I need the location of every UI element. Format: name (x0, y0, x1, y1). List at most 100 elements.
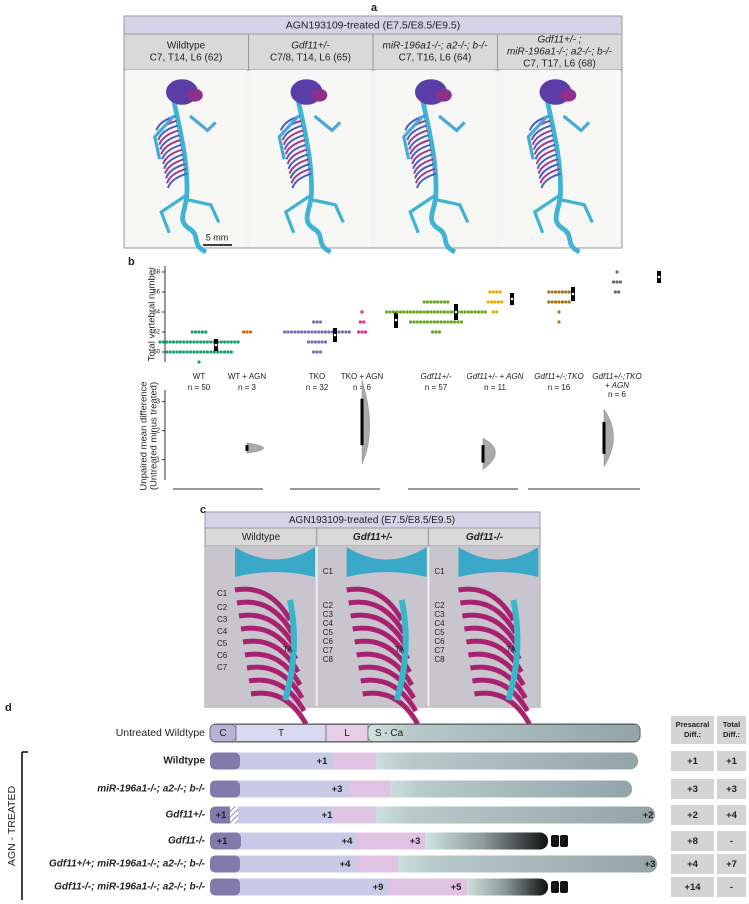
rib (281, 124, 303, 141)
spine (545, 101, 581, 255)
data-point (439, 310, 443, 314)
vertebra-label: C3 (323, 610, 334, 619)
region-c (232, 878, 236, 896)
data-point (498, 290, 502, 294)
data-point (199, 350, 203, 354)
data-point (300, 330, 304, 334)
vertebra-label: C1 (434, 567, 445, 576)
row-label: Wildtype (163, 756, 205, 767)
hindlimb (188, 198, 221, 224)
data-point (496, 300, 500, 304)
vertebra-label: C4 (434, 619, 445, 628)
data-point (197, 360, 201, 364)
y-axis-label: Unpaired mean difference (139, 381, 150, 490)
bootstrap-distribution (603, 408, 614, 468)
data-point (312, 320, 316, 324)
rib (413, 158, 434, 174)
data-point (245, 330, 249, 334)
data-point (209, 340, 213, 344)
region-l (350, 780, 390, 798)
table-header (671, 716, 714, 744)
rib (287, 153, 309, 170)
group-label: + AGN (605, 381, 629, 390)
untreated-label: Untreated Wildtype (116, 727, 205, 739)
skull-base (346, 547, 427, 577)
data-point (415, 310, 419, 314)
ta-label: TA (506, 645, 516, 654)
rib (473, 690, 532, 726)
presacral-diff: +8 (687, 836, 698, 847)
data-point (560, 300, 565, 304)
y-tick-label: 64 (153, 310, 160, 316)
data-point (419, 320, 423, 324)
rib (356, 651, 414, 687)
mean-point (394, 318, 398, 322)
data-point (446, 320, 450, 324)
rib (531, 129, 553, 146)
unknown-label: ?? (552, 882, 568, 892)
forelimb (562, 114, 591, 133)
data-point (490, 300, 494, 304)
rib (469, 664, 528, 700)
region-label: S - Ca (375, 728, 404, 739)
data-point (486, 300, 490, 304)
group-n: n = 50 (188, 383, 211, 392)
rib (412, 153, 433, 170)
rib (291, 172, 312, 189)
segment-label: +1 (322, 810, 334, 821)
column-header (497, 33, 623, 71)
data-point (567, 290, 571, 294)
data-point (340, 330, 345, 334)
mean-point (214, 343, 218, 347)
data-point (190, 330, 194, 334)
data-point (219, 350, 223, 354)
total-diff: - (730, 882, 733, 893)
snout (435, 88, 452, 102)
rib (459, 599, 518, 635)
data-point (395, 310, 399, 314)
hindlimb (312, 198, 345, 224)
mean-point (333, 333, 337, 337)
segment-label: +4 (340, 859, 352, 870)
data-point (618, 280, 623, 284)
data-point (408, 310, 413, 314)
data-point (229, 340, 233, 344)
table-header-text: Presacral Diff.: (676, 720, 710, 739)
data-point (432, 320, 436, 324)
data-point (466, 310, 470, 314)
data-point (554, 290, 558, 294)
data-point (459, 310, 464, 314)
data-point (289, 330, 294, 334)
rib (158, 129, 179, 146)
panel-label: c (200, 504, 206, 516)
data-point (402, 310, 406, 314)
data-point (188, 340, 193, 344)
vertebra-label: C4 (217, 627, 228, 636)
rib (246, 664, 305, 700)
data-point (313, 340, 317, 344)
total-diff: +4 (726, 810, 738, 821)
data-point (488, 290, 492, 294)
data-point (432, 310, 436, 314)
data-point (318, 320, 322, 324)
forelimb (188, 114, 217, 133)
data-point (360, 330, 364, 334)
rib (166, 167, 187, 184)
rib (408, 134, 429, 150)
region-label: C (219, 728, 226, 739)
data-point (318, 350, 322, 354)
y-tick-label: 68 (153, 270, 160, 276)
data-point (388, 310, 392, 314)
trachea (505, 599, 521, 701)
rib (410, 143, 431, 160)
data-point (195, 340, 199, 344)
presacral-diff: +1 (687, 756, 699, 767)
spine (420, 101, 457, 255)
data-point (205, 350, 210, 354)
data-point (317, 330, 321, 334)
y-axis-label: (Untreated minus treated) (149, 382, 160, 490)
row-label: miR-196a1-/-; a2-/-; b-/- (97, 784, 205, 795)
group-label: Gdf11+/- (421, 372, 452, 381)
forelimb (526, 114, 549, 160)
data-point (357, 330, 361, 334)
